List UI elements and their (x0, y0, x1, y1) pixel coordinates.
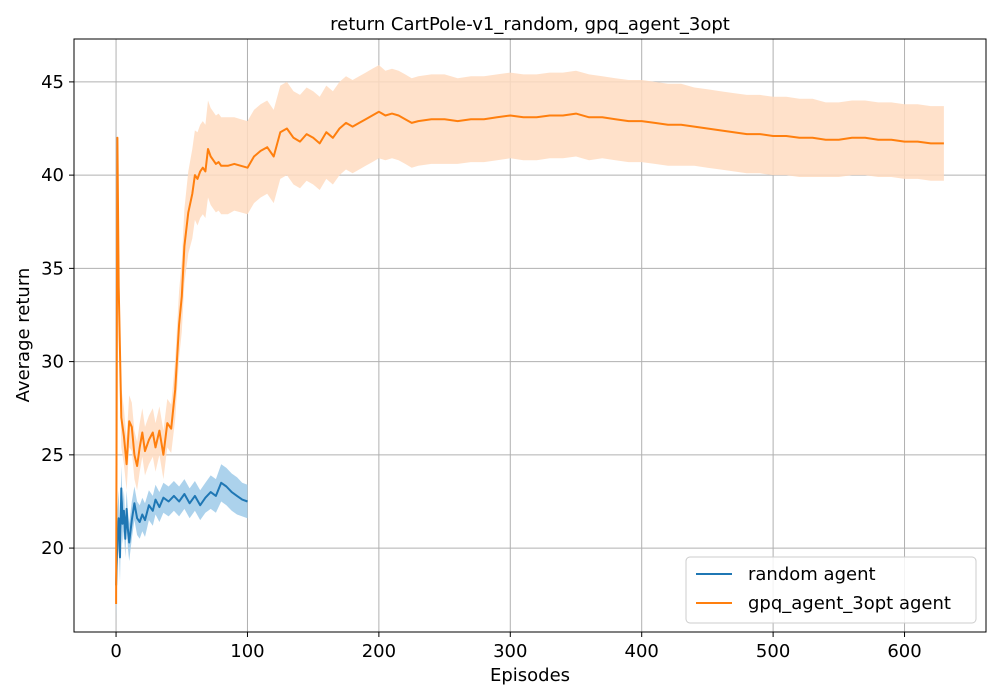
axis-ticks: 0 100 200 300 400 500 600 20 25 30 35 40 45 (41, 72, 922, 662)
confidence-bands (116, 65, 944, 618)
x-tick-label: 500 (756, 641, 790, 662)
series-lines (115, 110, 944, 605)
x-tick-label: 600 (887, 641, 921, 662)
x-tick-label: 100 (230, 641, 264, 662)
x-axis-label: Episodes (490, 665, 570, 686)
y-tick-label: 25 (41, 445, 64, 466)
y-tick-label: 45 (41, 72, 64, 93)
x-tick-label: 400 (625, 641, 659, 662)
y-axis-label: Average return (13, 268, 34, 403)
legend-box (685, 556, 977, 624)
chart-title: return CartPole-v1_random, gpq_agent_3op… (330, 14, 730, 35)
legend-label-random-agent: random agent (748, 564, 876, 585)
legend: random agent gpq_agent_3opt agent (685, 556, 977, 624)
legend-label-gpq-agent: gpq_agent_3opt agent (748, 593, 951, 614)
plot-frame (73, 38, 987, 633)
line-gpq-agent-3opt-agent (115, 110, 944, 605)
x-tick-label: 300 (493, 641, 527, 662)
x-tick-label: 200 (362, 641, 396, 662)
y-tick-label: 30 (41, 352, 64, 373)
y-tick-label: 20 (41, 538, 64, 559)
y-tick-label: 35 (41, 258, 64, 279)
line-random-agent (115, 481, 248, 586)
band-gpq-agent-3opt-agent (116, 65, 944, 610)
y-tick-label: 40 (41, 165, 64, 186)
x-tick-label: 0 (110, 641, 121, 662)
band-random-agent (116, 464, 248, 618)
